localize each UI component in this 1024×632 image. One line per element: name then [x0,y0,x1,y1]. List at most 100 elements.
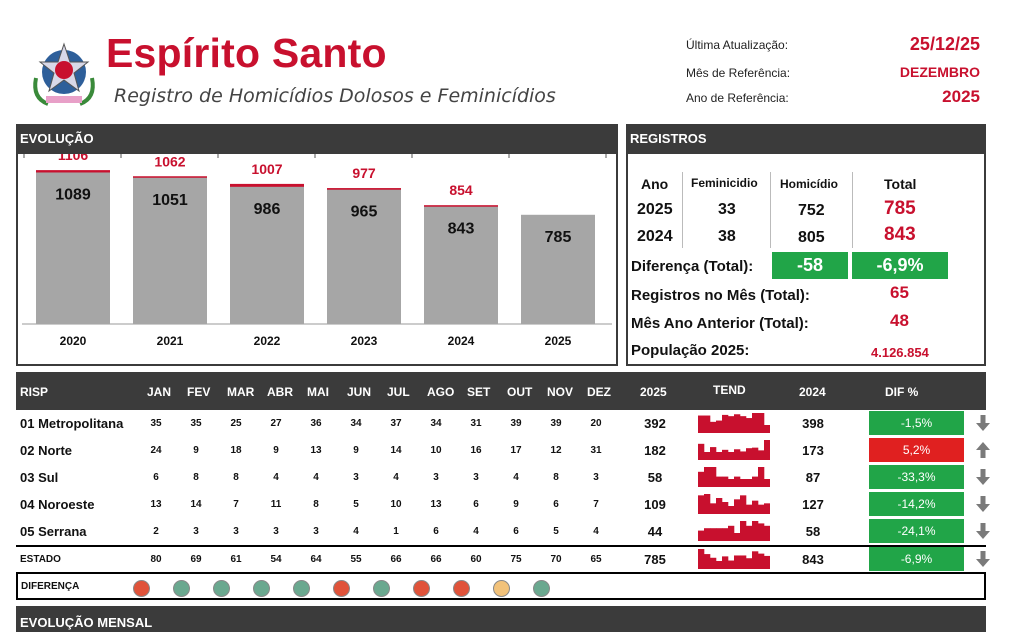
trend-bar [764,479,770,487]
x-tick-label: 2023 [351,334,378,348]
month-value: 3 [313,526,319,537]
month-value: 64 [310,554,322,565]
trend-bar [740,451,747,460]
trend-bar [734,414,741,433]
bar-total-label: 977 [352,165,376,181]
month-value: 24 [150,445,162,456]
state-coat-of-arms-logo [33,42,95,106]
registros-mes-value: 65 [890,283,909,302]
meta-value: 2025 [942,87,980,106]
month-value: 39 [550,418,562,429]
trend-bar [704,452,711,460]
risp-name: 03 Sul [20,470,59,485]
bar-total-label: 1062 [154,154,185,169]
total-2025: 392 [644,416,666,431]
month-value: 66 [390,554,402,565]
evolucao-panel-header: EVOLUÇÃO [16,124,618,154]
difference-status-dot [173,580,190,597]
risp-name: 01 Metropolitana [20,416,124,431]
trend-bar [764,525,770,541]
trend-sparkline [698,440,770,460]
difference-status-dot [453,580,470,597]
trend-bar [734,449,741,460]
month-value: 25 [230,418,242,429]
month-value: 36 [310,418,322,429]
month-value: 5 [353,499,359,510]
month-value: 70 [550,554,562,565]
meta-value: DEZEMBRO [899,64,980,80]
trend-bar [710,528,717,541]
month-value: 31 [470,418,482,429]
registros-col-ano: Ano [641,176,669,192]
trend-bar [752,476,759,487]
month-value: 8 [553,472,559,483]
table-row: 05 Serrana 2 3 3 3 3 4 1 6 4 6 5 4 44 58 -24,1% [16,518,990,545]
trend-bar [728,479,735,487]
month-value: 13 [310,445,322,456]
month-value: 4 [273,472,279,483]
month-header: JUN [347,385,372,399]
estado-row: ESTADO 80 69 61 54 64 55 66 66 60 75 70 65 785 843 -6,9… [16,546,990,573]
registros-diferenca-abs: -58 [772,252,848,279]
trend-bar [698,471,705,487]
dif-percent-badge: 5,2% [869,438,964,462]
difference-status-dot [213,580,230,597]
month-value: 69 [190,554,202,565]
month-value: 14 [390,445,402,456]
month-value: 8 [193,472,199,483]
month-value: 3 [233,526,239,537]
month-value: 66 [430,554,442,565]
month-value: 9 [273,445,279,456]
month-value: 13 [150,499,162,510]
month-value: 54 [270,554,282,565]
risp-name: ESTADO [20,554,61,565]
arrow-up-icon [976,442,990,458]
month-value: 4 [593,526,599,537]
month-value: 8 [313,499,319,510]
bar-homicidio-label: 1089 [55,186,91,203]
month-value: 14 [190,499,202,510]
arrow-down-icon [976,469,990,485]
table-row: 04 Noroeste 13 14 7 11 8 5 10 13 6 9 6 7 109 127 -14,2% [16,491,990,518]
trend-bar [746,418,753,433]
page-title: Espírito Santo [106,30,387,76]
bar-homicidio [521,214,595,324]
trend-bar [722,449,729,460]
registros-fem-2025: 33 [718,201,736,218]
trend-bar [698,415,705,433]
month-value: 20 [590,418,602,429]
month-value: 37 [390,418,402,429]
trend-bar [758,504,765,514]
trend-bar [716,476,723,487]
month-value: 10 [390,499,402,510]
bar-homicidio [230,186,304,324]
trend-bar [722,414,729,433]
trend-bar [734,555,741,569]
risp-col-header: RISP [20,385,49,399]
month-header: OUT [507,385,533,399]
bar-homicidio-label: 785 [545,229,572,246]
total-2024: 843 [802,552,824,567]
difference-status-dot [253,580,270,597]
bar-homicidio [424,206,498,324]
trend-bar [758,553,765,569]
trend-bar [722,476,729,487]
registros-fem-2024: 38 [718,228,736,245]
difference-status-dot [533,580,550,597]
trend-bar [734,499,741,514]
trend-bar [740,479,747,487]
bar-homicidio [36,172,110,324]
trend-bar [728,525,735,541]
dif-percent-badge: -6,9% [869,547,964,571]
month-header: JUL [387,385,410,399]
trend-bar [710,421,717,433]
month-header: MAI [307,385,329,399]
registros-diferenca-pct: -6,9% [852,252,948,279]
trend-bar [704,554,711,569]
trend-bar [764,425,770,433]
trend-bar [704,415,711,433]
meta-label: Mês de Referência: [686,66,791,80]
month-value: 55 [350,554,362,565]
registros-divider [770,172,771,248]
evolucao-mensal-header: EVOLUÇÃO MENSAL [16,606,986,632]
